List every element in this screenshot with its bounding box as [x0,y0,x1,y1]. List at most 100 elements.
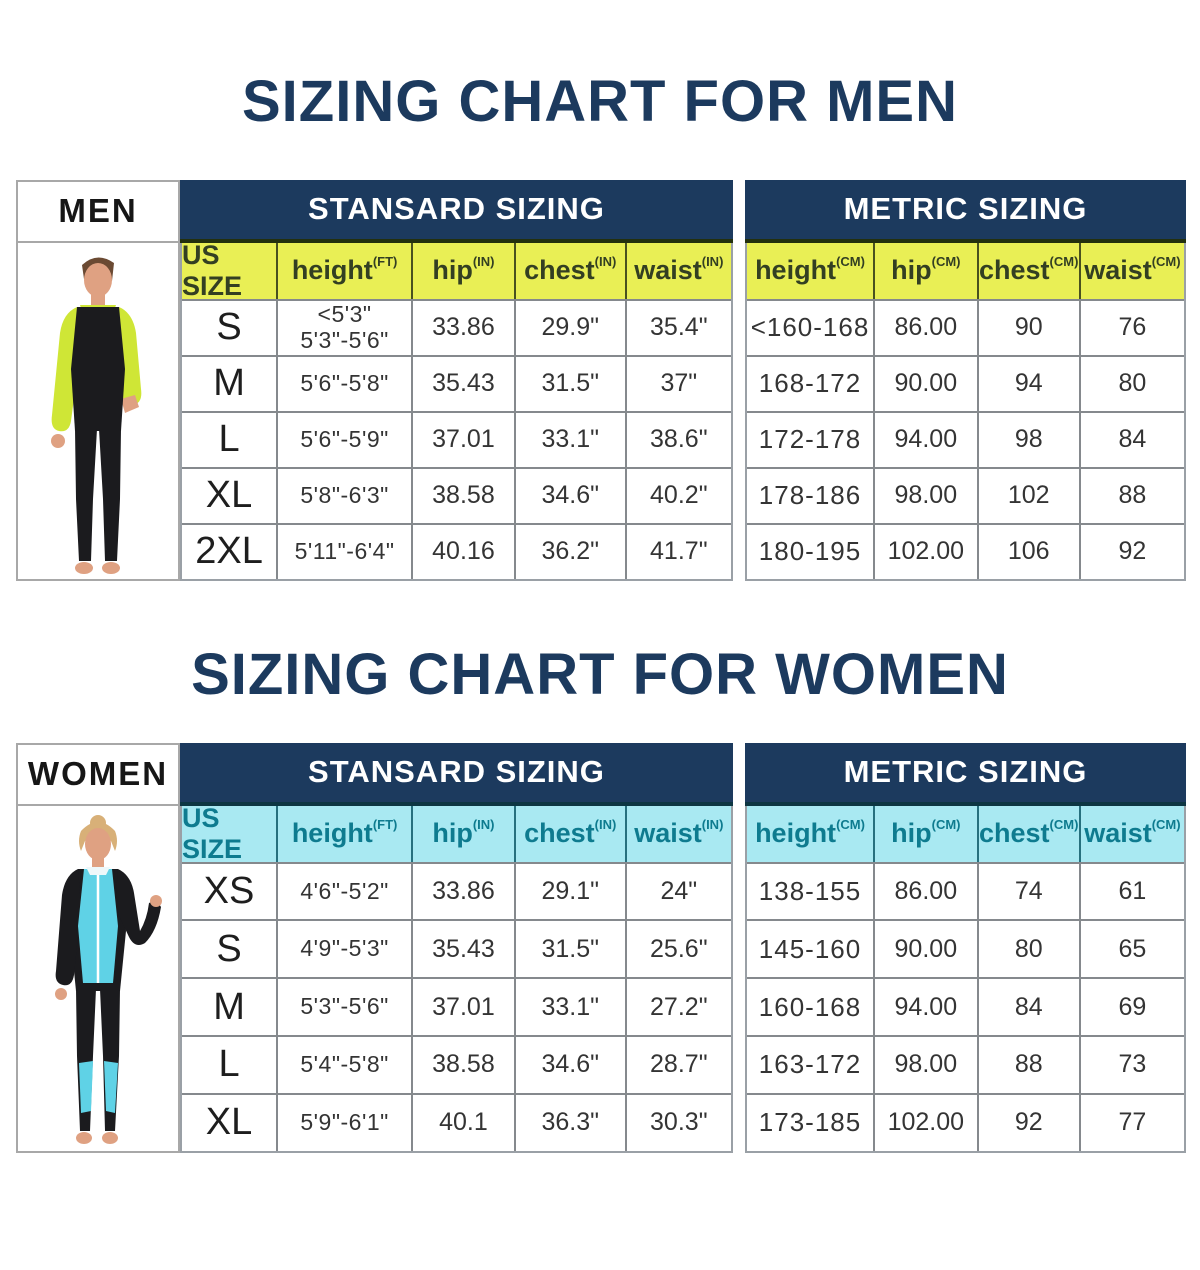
col-height-ft: height (FT) [278,242,414,299]
men-metric-header: METRIC SIZING [745,179,1186,243]
height-cell: <5'3" 5'3"-5'6" [278,300,414,355]
height-cell: 160-168 [747,979,876,1035]
woman-left-sleeve [55,868,81,985]
woman-left-foot [76,1131,92,1144]
men-std-row-s: S <5'3" 5'3"-5'6" 33.86 29.9" 35.4" [182,298,731,355]
women-label: WOMEN [16,742,180,806]
women-met-row-m: 160-168 94.00 84 69 [747,977,1184,1035]
hip-cell: 86.00 [875,863,979,920]
chest-cell: 36.2" [516,524,627,579]
waist-cell: 28.7" [650,1050,708,1079]
height-cell: 5'4"-5'8" [278,1036,414,1093]
hip-cell: 38.58 [413,468,516,523]
women-std-row-l: L 5'4"-5'8" 38.58 34.6" 28.7" [182,1034,731,1093]
women-metric-section: METRIC SIZING height (CM) hip (CM) chest (C… [745,742,1186,1153]
waist-cell: 65 [1118,934,1147,963]
waist-cell: 69 [1118,992,1147,1021]
height-cell: 5'9"-6'1" [278,1094,414,1151]
waist-cell: 37" [660,369,698,398]
height-cell: 163-172 [747,1036,876,1093]
chest-cell: 74 [979,863,1081,920]
chest-cell: 31.5" [516,921,627,978]
chest-cell: 29.1" [516,863,627,920]
waist-cell: 73 [1118,1050,1147,1079]
waist-cell: 84 [1118,425,1147,454]
col-height-cm: height (CM) [747,805,876,862]
height-cell: 178-186 [747,468,876,523]
waist-cell: 92 [1118,537,1147,566]
women-std-row-m: M 5'3"-5'6" 37.01 33.1" 27.2" [182,977,731,1035]
men-chart-title: SIZING CHART FOR MEN [242,69,958,134]
waist-cell: 30.3" [650,1108,708,1137]
col-chest-cm: chest (CM) [979,805,1081,862]
col-hip-in: hip (IN) [413,805,516,862]
men-metric-grid: height (CM) hip (CM) chest (CM) waist (CM) <… [745,242,1186,581]
col-hip-cm: hip (CM) [875,242,979,299]
women-standard-section: STANSARD SIZING US SIZE height (FT) hip (I… [180,742,733,1153]
size-cell: 2XL [182,524,279,579]
col-waist-cm: waist (CM) [1084,254,1181,286]
man-left-hand [51,433,65,448]
size-cell: L [182,412,279,467]
hip-cell: 94.00 [875,979,979,1035]
women-met-row-s: 145-160 90.00 80 65 [747,919,1184,978]
hip-cell: 38.58 [413,1036,516,1093]
hip-cell: 33.86 [413,863,516,920]
waist-cell: 76 [1118,313,1147,342]
woman-right-hand [150,894,162,907]
men-std-row-m: M 5'6"-5'8" 35.43 31.5" 37" [182,354,731,411]
man-right-leg [99,428,121,561]
women-label-column: WOMEN [16,742,180,1153]
hip-cell: 98.00 [875,468,979,523]
women-standard-header: STANSARD SIZING [180,742,733,806]
hip-cell: 37.01 [413,979,516,1035]
waist-cell: 40.2" [650,481,708,510]
height-cell: 4'6"-5'2" [278,863,414,920]
men-metric-column-headers: height (CM) hip (CM) chest (CM) waist (CM) [747,242,1184,299]
chest-cell: 34.6" [516,468,627,523]
hip-cell: 86.00 [875,300,979,355]
men-metric-section: METRIC SIZING height (CM) hip (CM) chest (C… [745,179,1186,581]
size-cell: M [182,979,279,1035]
chest-cell: 88 [979,1036,1081,1093]
col-hip-cm: hip (CM) [875,805,979,862]
waist-cell: 88 [1118,481,1147,510]
woman-right-foot [102,1131,118,1144]
chest-cell: 102 [979,468,1081,523]
women-met-row-xl: 173-185 102.00 92 77 [747,1092,1184,1151]
women-std-row-xl: XL 5'9"-6'1" 40.1 36.3" 30.3" [182,1092,731,1151]
chest-cell: 84 [979,979,1081,1035]
men-std-row-2xl: 2XL 5'11"-6'4" 40.16 36.2" 41.7" [182,522,731,579]
man-left-foot [75,561,93,574]
height-cell: 5'6"-5'8" [278,356,414,411]
col-chest-in: chest (IN) [516,242,627,299]
men-std-row-l: L 5'6"-5'9" 37.01 33.1" 38.6" [182,410,731,467]
hip-cell: 40.16 [413,524,516,579]
height-cell: 5'8"-6'3" [278,468,414,523]
col-waist-cm: waist (CM) [1084,817,1181,849]
men-standard-grid: US SIZE height (FT) hip (IN) chest (IN) wai… [180,240,733,581]
chest-cell: 36.3" [516,1094,627,1151]
woman-face [85,827,111,860]
men-met-row-s: <160-168 86.00 90 76 [747,298,1184,355]
women-met-row-xs: 138-155 86.00 74 61 [747,861,1184,920]
chest-cell: 98 [979,412,1081,467]
waist-cell: 24" [660,876,698,905]
col-chest-cm: chest (CM) [979,242,1081,299]
woman-left-calf-panel [79,1060,93,1113]
size-cell: XS [182,863,279,920]
height-cell: 168-172 [747,356,876,411]
men-standard-header: STANSARD SIZING [180,179,733,243]
chest-cell: 92 [979,1094,1081,1151]
col-waist-in: waist (IN) [634,817,724,849]
col-us-size: US SIZE [182,240,279,301]
hip-cell: 33.86 [413,300,516,355]
man-right-hand [121,394,139,413]
waist-cell: 27.2" [650,992,708,1021]
women-std-row-s: S 4'9"-5'3" 35.43 31.5" 25.6" [182,919,731,978]
men-standard-section: STANSARD SIZING US SIZE height (FT) hip (I… [180,179,733,581]
men-label: MEN [16,179,180,243]
men-met-row-l: 172-178 94.00 98 84 [747,410,1184,467]
chest-cell: 33.1" [516,412,627,467]
size-cell: S [182,300,279,355]
